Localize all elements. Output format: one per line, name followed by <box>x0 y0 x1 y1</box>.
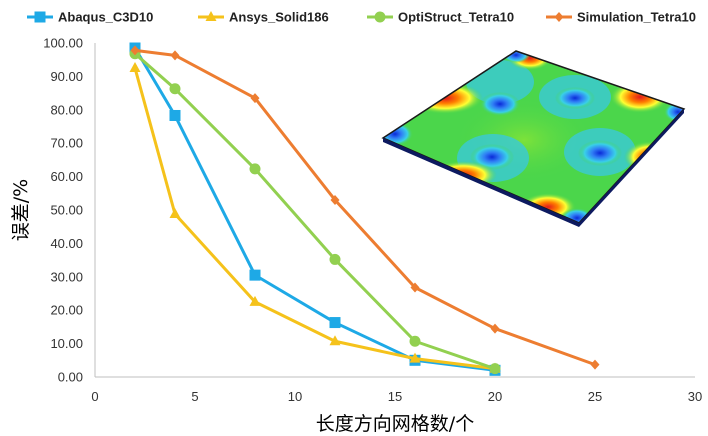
legend-marker-2 <box>374 11 386 23</box>
data-point-3-0 <box>130 45 140 56</box>
series-line-1 <box>133 67 496 371</box>
data-point-1-1 <box>169 208 181 219</box>
data-point-3-2 <box>250 93 260 104</box>
data-point-1-0 <box>129 62 141 73</box>
data-point-1-3 <box>329 335 341 346</box>
y-tick-label-1: 10.00 <box>50 336 83 351</box>
series-layer <box>129 42 600 376</box>
data-point-2-1 <box>169 83 181 95</box>
y-tick-label-4: 40.00 <box>50 236 83 251</box>
series-Simulation_Tetra10 <box>130 45 600 370</box>
y-tick-label-6: 60.00 <box>50 169 83 184</box>
plate-stress-contour-image <box>381 50 686 227</box>
y-tick-label-10: 100.00 <box>43 36 83 51</box>
y-tick-label-8: 80.00 <box>50 102 83 117</box>
y-tick-label-7: 70.00 <box>50 136 83 151</box>
x-tick-label-2: 10 <box>288 389 302 404</box>
data-point-0-2 <box>249 269 261 281</box>
legend-label-0: Abaqus_C3D10 <box>58 10 153 25</box>
data-point-2-4 <box>409 335 421 347</box>
legend-item-3: Simulation_Tetra10 <box>546 10 696 25</box>
x-tick-label-3: 15 <box>388 389 402 404</box>
data-point-2-2 <box>249 163 261 175</box>
legend: Abaqus_C3D10 Ansys_Solid186 OptiStruct_Tet… <box>27 10 696 25</box>
legend-marker-3 <box>554 12 564 22</box>
plot-axes: 0 5 10 15 20 25 30 0.00 10.00 20.00 30.00 40.00 50.… <box>43 36 702 405</box>
x-axis-title: 长度方向网格数/个 <box>316 413 474 435</box>
y-tick-label-9: 90.00 <box>50 69 83 84</box>
data-point-1-2 <box>249 295 261 306</box>
data-point-3-1 <box>170 50 180 61</box>
data-point-3-6 <box>590 359 600 370</box>
y-tick-label-2: 20.00 <box>50 303 83 318</box>
series-line-2 <box>134 52 496 371</box>
data-point-3-3 <box>330 194 340 205</box>
y-axis-title: 误差/% <box>10 179 32 241</box>
legend-item-1: Ansys_Solid186 <box>198 10 329 25</box>
series-line-0 <box>133 47 496 372</box>
x-tick-label-5: 25 <box>588 389 602 404</box>
data-point-3-4 <box>410 282 420 293</box>
series-Abaqus_C3D10 <box>129 42 501 376</box>
y-tick-label-3: 30.00 <box>50 269 83 284</box>
legend-label-1: Ansys_Solid186 <box>229 10 329 25</box>
y-tick-labels: 0.00 10.00 20.00 30.00 40.00 50.00 60.00 70.00 8… <box>43 36 83 385</box>
x-tick-labels: 0 5 10 15 20 25 30 <box>91 389 702 404</box>
x-tick-label-0: 0 <box>91 389 98 404</box>
legend-marker-0 <box>34 11 46 23</box>
data-point-2-3 <box>329 253 341 265</box>
legend-label-2: OptiStruct_Tetra10 <box>398 10 514 25</box>
data-point-1-4 <box>409 352 421 363</box>
data-point-3-5 <box>490 323 500 334</box>
data-point-0-3 <box>329 317 341 329</box>
y-tick-label-5: 50.00 <box>50 203 83 218</box>
x-tick-label-6: 30 <box>688 389 702 404</box>
legend-marker-1 <box>205 11 217 21</box>
data-point-2-5 <box>489 363 501 375</box>
x-tick-label-4: 20 <box>488 389 502 404</box>
legend-item-2: OptiStruct_Tetra10 <box>367 10 514 25</box>
y-tick-label-0: 0.00 <box>58 370 83 385</box>
data-point-0-1 <box>169 109 181 121</box>
legend-item-0: Abaqus_C3D10 <box>27 10 153 25</box>
legend-label-3: Simulation_Tetra10 <box>577 10 696 25</box>
x-tick-label-1: 5 <box>191 389 198 404</box>
